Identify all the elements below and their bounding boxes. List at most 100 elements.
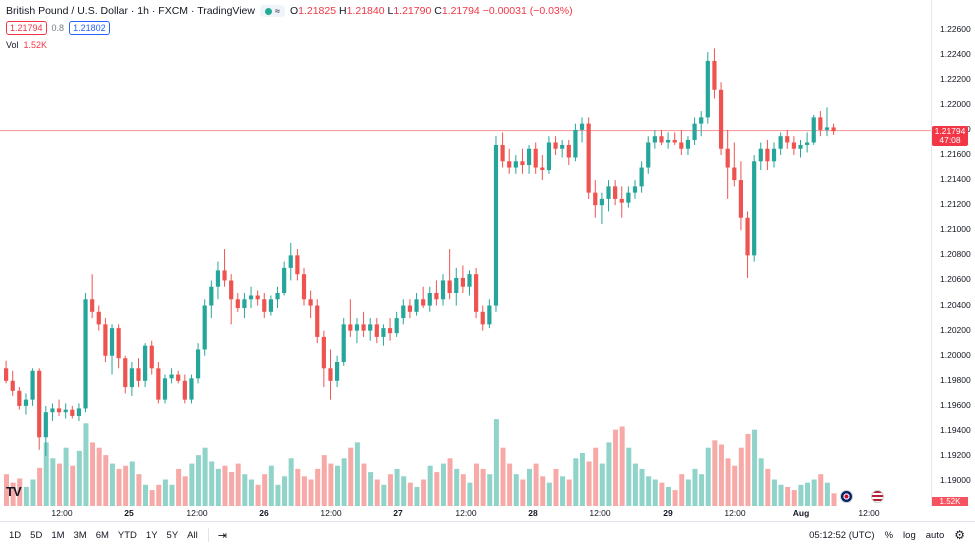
toolbar-separator [207, 528, 209, 542]
uk-flag-event-icon[interactable] [840, 490, 853, 503]
candle-body [791, 142, 796, 149]
range-button-5y[interactable]: 5Y [166, 529, 179, 541]
candle-body [679, 142, 684, 149]
candle-body [447, 280, 452, 293]
candle-body [738, 180, 744, 218]
volume-bar [235, 463, 241, 506]
candle-body [705, 60, 710, 118]
volume-bar [301, 476, 307, 506]
candle-body [222, 270, 227, 281]
tradingview-logo[interactable]: TV [6, 484, 22, 499]
candle-body [341, 324, 346, 362]
volume-bar [23, 486, 29, 506]
time-tick-label: 29 [663, 508, 673, 518]
candle-body [487, 305, 492, 325]
volume-bar [785, 486, 791, 506]
buy-button[interactable]: 1.21802 [69, 21, 110, 35]
goto-date-icon[interactable]: ⇥ [217, 529, 227, 542]
range-button-1y[interactable]: 1Y [145, 529, 158, 541]
volume-bar [143, 484, 149, 506]
candle-body [169, 374, 174, 379]
candle-body [401, 305, 406, 319]
time-tick-label: 12:00 [455, 508, 477, 518]
volume-bar [632, 463, 638, 506]
volume-bar [341, 458, 347, 506]
price-tick-label: 1.22200 [940, 73, 971, 84]
settings-gear-icon[interactable]: ⚙ [954, 528, 965, 542]
range-button-ytd[interactable]: YTD [117, 529, 137, 541]
us-flag-event-icon[interactable] [871, 490, 884, 503]
candle-body [328, 368, 333, 381]
candle-body [23, 399, 29, 406]
volume-bar [129, 461, 135, 506]
price-tick-label: 1.22000 [940, 98, 971, 109]
volume-bar [17, 478, 23, 506]
volume-bar [752, 429, 758, 506]
candle-body [427, 293, 432, 306]
volume-bar [579, 453, 585, 506]
volume-bar [10, 482, 16, 506]
volume-bar [361, 463, 367, 506]
price-tick-label: 1.20400 [940, 299, 971, 310]
candle-body [513, 161, 518, 168]
candle-body [619, 198, 624, 203]
volume-bar [43, 442, 49, 506]
volume-bar [335, 465, 340, 506]
volume-bar [487, 474, 493, 506]
time-tick-label: Aug [792, 508, 810, 518]
volume-bar [626, 447, 632, 506]
candle-body [493, 144, 499, 306]
chart-area[interactable]: British Pound / U.S. Dollar · 1h · FXCM … [0, 0, 931, 506]
candle-body [248, 295, 254, 300]
candle-body [30, 370, 35, 400]
volume-bar [96, 447, 102, 506]
candle-body [242, 299, 247, 309]
last-price-tag: 1.21794 47:08 [932, 125, 968, 146]
low-label: L [387, 5, 394, 17]
volume-bar [308, 479, 314, 506]
bar-countdown: 47:08 [939, 134, 961, 145]
volume-bar [474, 463, 480, 506]
candle-body [348, 324, 353, 331]
range-button-all[interactable]: All [187, 529, 198, 541]
candle-body [262, 299, 267, 312]
volume-bar [440, 463, 446, 506]
volume-bar [533, 463, 539, 506]
time-axis[interactable]: 12:00 25 12:00 26 12:00 27 12:00 28 12:00 29 12:00… [0, 506, 975, 521]
time-tick-label: 12:00 [51, 508, 73, 518]
price-scale[interactable]: 1.226001.224001.222001.220001.218001.216… [931, 0, 975, 506]
time-tick-label: 12:00 [858, 508, 880, 518]
toolbar-right: 05:12:52 (UTC) % log auto ⚙ [809, 522, 975, 548]
volume-legend[interactable]: Vol 1.52K [6, 40, 47, 50]
price-tick-label: 1.21400 [940, 174, 971, 185]
time-tick-label: 25 [124, 508, 134, 518]
volume-bar [348, 447, 354, 506]
log-toggle[interactable]: log [903, 529, 916, 541]
volume-bar [387, 474, 393, 506]
percent-toggle[interactable]: % [884, 529, 894, 541]
volume-bar [732, 465, 738, 506]
candle-body [685, 139, 691, 149]
range-button-1m[interactable]: 1M [51, 529, 65, 541]
market-status-button[interactable]: ≈ [259, 5, 285, 17]
symbol-title[interactable]: British Pound / U.S. Dollar · 1h · FXCM … [6, 5, 255, 17]
candlestick-chart[interactable] [0, 0, 931, 506]
time-tick-label: 12:00 [589, 508, 611, 518]
candle-body [566, 144, 571, 158]
range-button-3m[interactable]: 3M [73, 529, 87, 541]
candle-body [37, 370, 42, 438]
range-button-5d[interactable]: 5D [30, 529, 43, 541]
range-button-1d[interactable]: 1D [9, 529, 22, 541]
auto-toggle[interactable]: auto [925, 529, 945, 541]
candle-body [96, 311, 101, 325]
volume-bar [37, 467, 43, 506]
volume-bar [407, 482, 413, 506]
volume-bar [685, 479, 691, 506]
clock-time[interactable]: 05:12:52 (UTC) [809, 529, 875, 541]
range-button-6m[interactable]: 6M [95, 529, 109, 541]
candle-body [149, 345, 154, 369]
sell-button[interactable]: 1.21794 [6, 21, 47, 35]
candle-body [156, 368, 161, 400]
candle-body [229, 280, 234, 300]
volume-bar [831, 493, 837, 506]
